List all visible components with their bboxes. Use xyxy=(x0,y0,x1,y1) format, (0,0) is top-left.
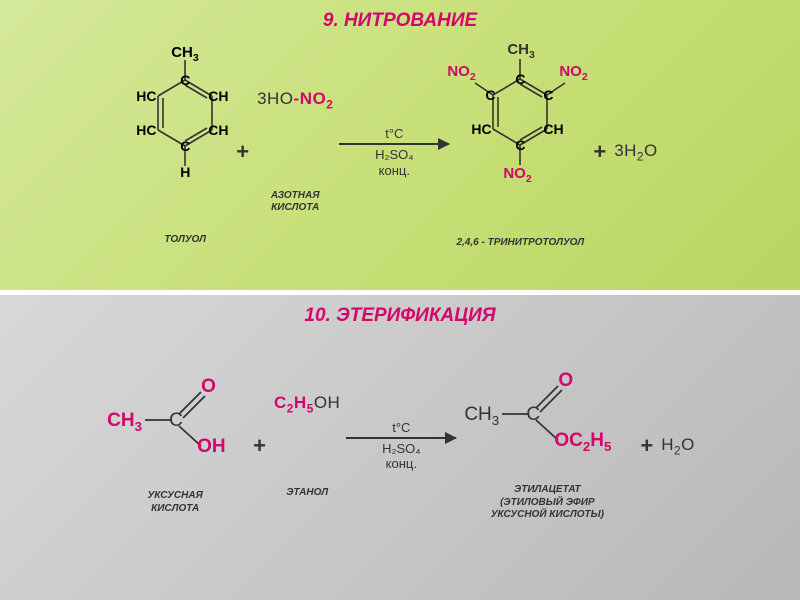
water-1: 3H2O xyxy=(614,141,658,163)
ea-c: C xyxy=(526,404,540,426)
arrow-line-1 xyxy=(339,143,449,145)
toluene-hexagon: CH3 C CH CH C HC HC H xyxy=(142,52,228,184)
plus-2b: + xyxy=(640,433,653,459)
hno3-ho: HO xyxy=(267,89,294,108)
ethyl-acetate-label: ЭТИЛАЦЕТАТ(ЭТИЛОВЫЙ ЭФИРУКСУСНОЙ КИСЛОТЫ… xyxy=(491,484,604,522)
tnt-c-tl: C xyxy=(485,87,495,103)
acetic-acid-structure: CH3 C O OH УКСУСНАЯКИСЛОТА xyxy=(105,376,245,515)
ethyl-acetate-structure: CH3 C O OC2H5 ЭТИЛАЦЕТАТ(ЭТИЛОВЫЙ ЭФИРУК… xyxy=(462,370,632,522)
ethanol-c2h5: C2H5 xyxy=(274,393,314,412)
ea-oc2h5: OC2H5 xyxy=(554,430,611,454)
tnt-label: 2,4,6 - ТРИНИТРОТОЛУОЛ xyxy=(456,237,584,249)
esterification-arrow: t°C H₂SO₄ конц. xyxy=(346,416,456,476)
ea-ch3: CH3 xyxy=(464,404,499,428)
esterification-panel: 10. ЭТЕРИФИКАЦИЯ CH3 C O OH УКСУСНАЯКИСЛ… xyxy=(0,295,800,600)
water-2: H2O xyxy=(661,435,695,457)
tnt-ch-br: CH xyxy=(543,121,563,137)
nitration-panel: 9. НИТРОВАНИЕ xyxy=(0,0,800,290)
toluene-hc-bl: HC xyxy=(136,122,156,138)
tnt-no2-tr: NO2 xyxy=(559,63,587,83)
hno3-sub: 2 xyxy=(326,98,333,112)
acetic-oh: OH xyxy=(197,436,226,458)
arrow-line-2 xyxy=(346,437,456,439)
ethanol-oh: OH xyxy=(314,393,341,412)
nitric-acid: 3HO-NO2 АЗОТНАЯКИСЛОТА xyxy=(257,89,333,214)
nitration-title: 9. НИТРОВАНИЕ xyxy=(323,10,477,32)
plus-2a: + xyxy=(253,433,266,459)
ethanol: C2H5OH ЭТАНОЛ xyxy=(274,393,340,499)
tnt-no2-bot: NO2 xyxy=(503,165,531,185)
arrow-h2so4-2: H₂SO₄ xyxy=(382,441,421,456)
arrow-cond-bot-2: H₂SO₄ конц. xyxy=(382,441,421,472)
acetic-acid-drawing: CH3 C O OH xyxy=(105,376,245,456)
ethyl-acetate-drawing: CH3 C O OC2H5 xyxy=(462,370,632,450)
nitration-arrow: t°C H₂SO₄ конц. xyxy=(339,122,449,182)
acetic-acid-label: УКСУСНАЯКИСЛОТА xyxy=(147,490,202,515)
toluene-c-bot: C xyxy=(180,138,190,154)
tnt-c-bot: C xyxy=(515,137,525,153)
hno3-coef: 3 xyxy=(257,89,267,108)
arrow-cond-bot-1: H₂SO₄ конц. xyxy=(375,147,414,178)
toluene-ch-tr: CH xyxy=(208,88,228,104)
toluene-ch3: CH3 xyxy=(171,44,199,64)
esterification-title: 10. ЭТЕРИФИКАЦИЯ xyxy=(304,305,495,327)
hno3-no: NO xyxy=(300,89,327,108)
water-1-formula: 3H2O xyxy=(614,141,658,163)
toluene-structure: CH3 C CH CH C HC HC H ТОЛУОЛ xyxy=(142,52,228,246)
water-2-formula: H2O xyxy=(661,435,695,457)
arrow-konc-2: конц. xyxy=(386,456,417,471)
arrow-h2so4-1: H₂SO₄ xyxy=(375,147,414,162)
esterification-equation: CH3 C O OH УКСУСНАЯКИСЛОТА + C2H5OH ЭТАН… xyxy=(0,370,800,522)
tnt-ch3: CH3 xyxy=(507,41,535,61)
tnt-c-tr: C xyxy=(543,87,553,103)
arrow-cond-top-2: t°C xyxy=(392,420,410,435)
acetic-c: C xyxy=(169,410,183,432)
toluene-hc-tl: HC xyxy=(136,88,156,104)
hno3-no2: NO2 xyxy=(300,89,334,108)
plus-1b: + xyxy=(593,139,606,165)
arrow-cond-top-1: t°C xyxy=(385,126,403,141)
arrow-konc-1: конц. xyxy=(379,163,410,178)
toluene-h-bot: H xyxy=(180,164,190,180)
acetic-ch3: CH3 xyxy=(107,410,142,434)
tnt-structure: CH3 NO2 NO2 NO2 C C CH C HC C 2,4,6 - ТР… xyxy=(455,49,585,249)
nitration-equation: CH3 C CH CH C HC HC H ТОЛУОЛ + 3HO-NO2 А… xyxy=(0,55,800,249)
nitric-acid-formula: 3HO-NO2 xyxy=(257,89,333,111)
ea-o: O xyxy=(558,370,573,392)
tnt-hc-bl: HC xyxy=(471,121,491,137)
acetic-o: O xyxy=(201,376,216,398)
toluene-label: ТОЛУОЛ xyxy=(164,234,206,246)
toluene-c-top: C xyxy=(180,72,190,88)
plus-1a: + xyxy=(236,139,249,165)
nitric-acid-label: АЗОТНАЯКИСЛОТА xyxy=(271,190,320,215)
ethanol-formula: C2H5OH xyxy=(274,393,340,415)
tnt-hexagon: CH3 NO2 NO2 NO2 C C CH C HC C xyxy=(455,49,585,199)
tnt-c-top: C xyxy=(515,71,525,87)
toluene-ch-br: CH xyxy=(208,122,228,138)
ethanol-label: ЭТАНОЛ xyxy=(286,487,328,499)
tnt-no2-tl: NO2 xyxy=(447,63,475,83)
